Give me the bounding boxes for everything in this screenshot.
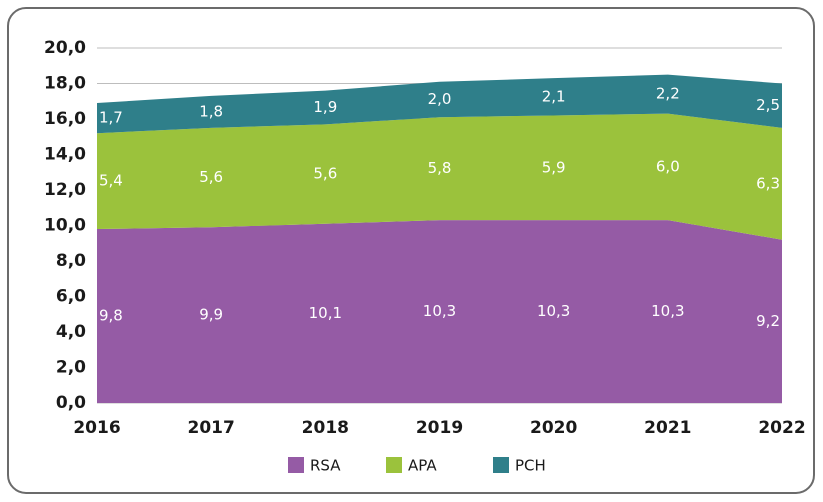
x-tick-label: 2017	[188, 418, 235, 438]
value-label: 6,0	[656, 157, 680, 175]
x-tick-label: 2022	[758, 418, 805, 438]
y-tick-label: 6,0	[56, 287, 86, 307]
x-tick-label: 2016	[73, 418, 120, 438]
y-tick-label: 16,0	[44, 109, 86, 129]
value-label: 5,4	[99, 172, 123, 190]
legend-label: APA	[408, 457, 437, 475]
legend-swatch	[386, 457, 402, 473]
y-tick-label: 12,0	[44, 180, 86, 200]
legend-swatch	[493, 457, 509, 473]
y-tick-label: 18,0	[44, 74, 86, 94]
y-tick-label: 20,0	[44, 38, 86, 58]
x-tick-label: 2020	[530, 418, 577, 438]
area	[97, 220, 782, 403]
value-label: 1,9	[313, 98, 337, 116]
value-label: 2,5	[756, 96, 780, 114]
x-tick-label: 2018	[302, 418, 349, 438]
value-label: 10,1	[309, 304, 342, 322]
y-tick-label: 2,0	[56, 358, 86, 378]
value-label: 5,6	[199, 168, 223, 186]
area	[97, 74, 782, 134]
area	[97, 113, 782, 240]
value-label: 9,8	[99, 307, 123, 325]
value-label: 10,3	[537, 302, 570, 320]
x-tick-label: 2019	[416, 418, 463, 438]
value-label: 2,0	[428, 90, 452, 108]
value-label: 5,6	[313, 165, 337, 183]
value-label: 5,8	[428, 159, 452, 177]
value-label: 10,3	[651, 302, 684, 320]
y-tick-label: 0,0	[56, 393, 86, 413]
value-label: 1,8	[199, 102, 223, 120]
y-tick-label: 4,0	[56, 322, 86, 342]
value-label: 9,2	[756, 312, 780, 330]
value-label: 1,7	[99, 109, 123, 127]
value-label: 2,1	[542, 87, 566, 105]
value-label: 9,9	[199, 306, 223, 324]
legend-label: RSA	[310, 457, 341, 475]
y-tick-label: 10,0	[44, 216, 86, 236]
value-label: 5,9	[542, 158, 566, 176]
y-tick-label: 8,0	[56, 251, 86, 271]
legend-label: PCH	[515, 457, 546, 475]
y-tick-label: 14,0	[44, 145, 86, 165]
legend-swatch	[288, 457, 304, 473]
value-label: 6,3	[756, 174, 780, 192]
x-tick-label: 2021	[644, 418, 691, 438]
value-label: 10,3	[423, 302, 456, 320]
value-label: 2,2	[656, 85, 680, 103]
